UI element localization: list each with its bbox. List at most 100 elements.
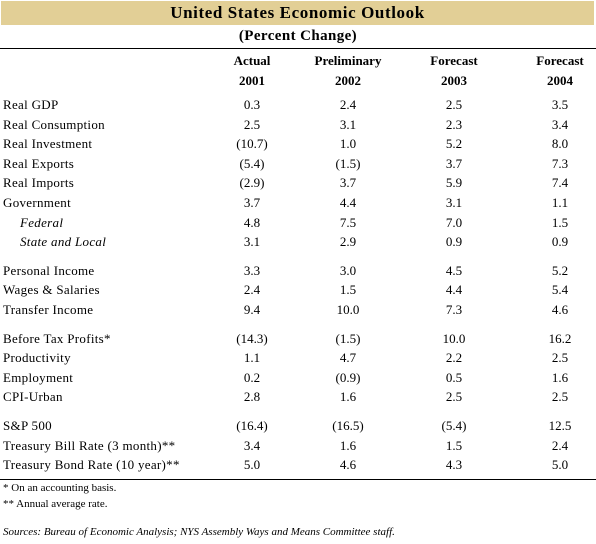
cell-value: (0.9) (335, 369, 361, 385)
cell-value: 2.9 (339, 234, 357, 250)
table-row: Employment 0.2 (0.9) 0.5 1.6 (0, 370, 596, 390)
cell-value: 8.0 (551, 136, 569, 152)
table-row: Transfer Income 9.4 10.0 7.3 4.6 (0, 302, 596, 322)
cell-value: 10.0 (442, 330, 466, 346)
cell-value: 7.3 (551, 155, 569, 171)
column-year-2001: 2001 (239, 73, 265, 88)
row-label: CPI-Urban (3, 389, 63, 405)
cell-value: 1.5 (339, 282, 357, 298)
cell-value: (2.9) (239, 175, 265, 191)
cell-value: 2.4 (339, 97, 357, 112)
row-label: Productivity (3, 350, 71, 366)
row-label: Real Investment (3, 136, 93, 152)
table-title: United States Economic Outlook (1, 1, 594, 25)
row-label: Treasury Bond Rate (10 year)** (3, 457, 180, 473)
row-label: Employment (3, 369, 74, 385)
cell-value: 3.7 (243, 194, 261, 210)
group-spacer (0, 322, 596, 331)
cell-value: 3.7 (445, 155, 463, 171)
cell-value: 12.5 (548, 417, 572, 433)
cell-value: 4.4 (445, 282, 463, 298)
cell-value: 0.9 (445, 234, 463, 250)
cell-value: 3.1 (339, 116, 357, 132)
top-rule (0, 48, 596, 49)
cell-value: 1.6 (551, 369, 569, 385)
cell-value: 9.4 (243, 301, 261, 317)
cell-value: (10.7) (236, 136, 268, 152)
cell-value: (16.4) (236, 417, 268, 433)
cell-value: 2.4 (243, 282, 261, 298)
row-label: Before Tax Profits* (3, 330, 111, 346)
cell-value: 3.4 (243, 437, 261, 453)
cell-value: 7.4 (551, 175, 569, 191)
group-spacer (0, 409, 596, 418)
row-label: Wages & Salaries (3, 282, 100, 298)
cell-value: 2.5 (551, 350, 569, 366)
cell-value: 4.8 (243, 214, 261, 230)
table-row: State and Local 3.1 2.9 0.9 0.9 (0, 234, 596, 254)
row-label: Treasury Bill Rate (3 month)** (3, 437, 176, 453)
cell-value: 5.4 (551, 282, 569, 298)
row-label: Real Exports (3, 155, 75, 171)
column-label-forecast-2004: Forecast (536, 53, 584, 68)
cell-value: 2.5 (445, 97, 463, 112)
row-label: Federal (20, 214, 64, 230)
cell-value: 3.1 (243, 234, 261, 250)
cell-value: 1.5 (445, 437, 463, 453)
table-row: Real Exports (5.4) (1.5) 3.7 7.3 (0, 156, 596, 176)
table-row: Real Imports (2.9) 3.7 5.9 7.4 (0, 175, 596, 195)
cell-value: 2.4 (551, 437, 569, 453)
cell-value: 5.2 (445, 136, 463, 152)
cell-value: 2.5 (445, 389, 463, 405)
cell-value: 7.0 (445, 214, 463, 230)
table-row: Wages & Salaries 2.4 1.5 4.4 5.4 (0, 282, 596, 302)
table-row: Government 3.7 4.4 3.1 1.1 (0, 195, 596, 215)
table-row: Real GDP 0.3 2.4 2.5 3.5 (0, 97, 596, 117)
cell-value: 4.5 (445, 262, 463, 278)
cell-value: 3.5 (551, 97, 569, 112)
table-row: Real Consumption 2.5 3.1 2.3 3.4 (0, 117, 596, 137)
table-row: Treasury Bill Rate (3 month)** 3.4 1.6 1.5 2… (0, 438, 596, 458)
cell-value: 1.5 (551, 214, 569, 230)
cell-value: 4.4 (339, 194, 357, 210)
cell-value: 0.3 (243, 97, 261, 112)
cell-value: 7.3 (445, 301, 463, 317)
cell-value: 2.8 (243, 389, 261, 405)
cell-value: 2.5 (551, 389, 569, 405)
cell-value: 3.7 (339, 175, 357, 191)
table-row: Productivity 1.1 4.7 2.2 2.5 (0, 350, 596, 370)
cell-value: 4.6 (551, 301, 569, 317)
cell-value: 2.5 (243, 116, 261, 132)
sources-note: Sources: Bureau of Economic Analysis; NY… (3, 526, 395, 538)
column-label-forecast-2003: Forecast (430, 53, 478, 68)
row-label: Real Imports (3, 175, 75, 191)
cell-value: (1.5) (335, 330, 361, 346)
table-row: Personal Income 3.3 3.0 4.5 5.2 (0, 263, 596, 283)
cell-value: 3.1 (445, 194, 463, 210)
cell-value: 0.5 (445, 369, 463, 385)
cell-value: (5.4) (239, 155, 265, 171)
row-label: Personal Income (3, 262, 95, 278)
footnote-accounting: * On an accounting basis. (3, 482, 117, 494)
cell-value: (5.4) (441, 417, 467, 433)
cell-value: 3.4 (551, 116, 569, 132)
column-label-preliminary: Preliminary (314, 53, 382, 68)
cell-value: 5.9 (445, 175, 463, 191)
column-label-actual: Actual (233, 53, 271, 68)
cell-value: 0.9 (551, 234, 569, 250)
cell-value: 5.0 (243, 457, 261, 473)
row-label: Real GDP (3, 97, 59, 112)
cell-value: 4.3 (445, 457, 463, 473)
group-spacer (0, 254, 596, 263)
table-row: Treasury Bond Rate (10 year)** 5.0 4.6 4.3 5… (0, 457, 596, 477)
table-row: Before Tax Profits* (14.3) (1.5) 10.0 16.2 (0, 331, 596, 351)
cell-value: 1.6 (339, 437, 357, 453)
cell-value: 7.5 (339, 214, 357, 230)
bottom-rule (0, 479, 596, 480)
cell-value: 1.1 (551, 194, 569, 210)
cell-value: 3.3 (243, 262, 261, 278)
cell-value: 1.0 (339, 136, 357, 152)
column-year-2003: 2003 (441, 73, 467, 88)
cell-value: 1.6 (339, 389, 357, 405)
